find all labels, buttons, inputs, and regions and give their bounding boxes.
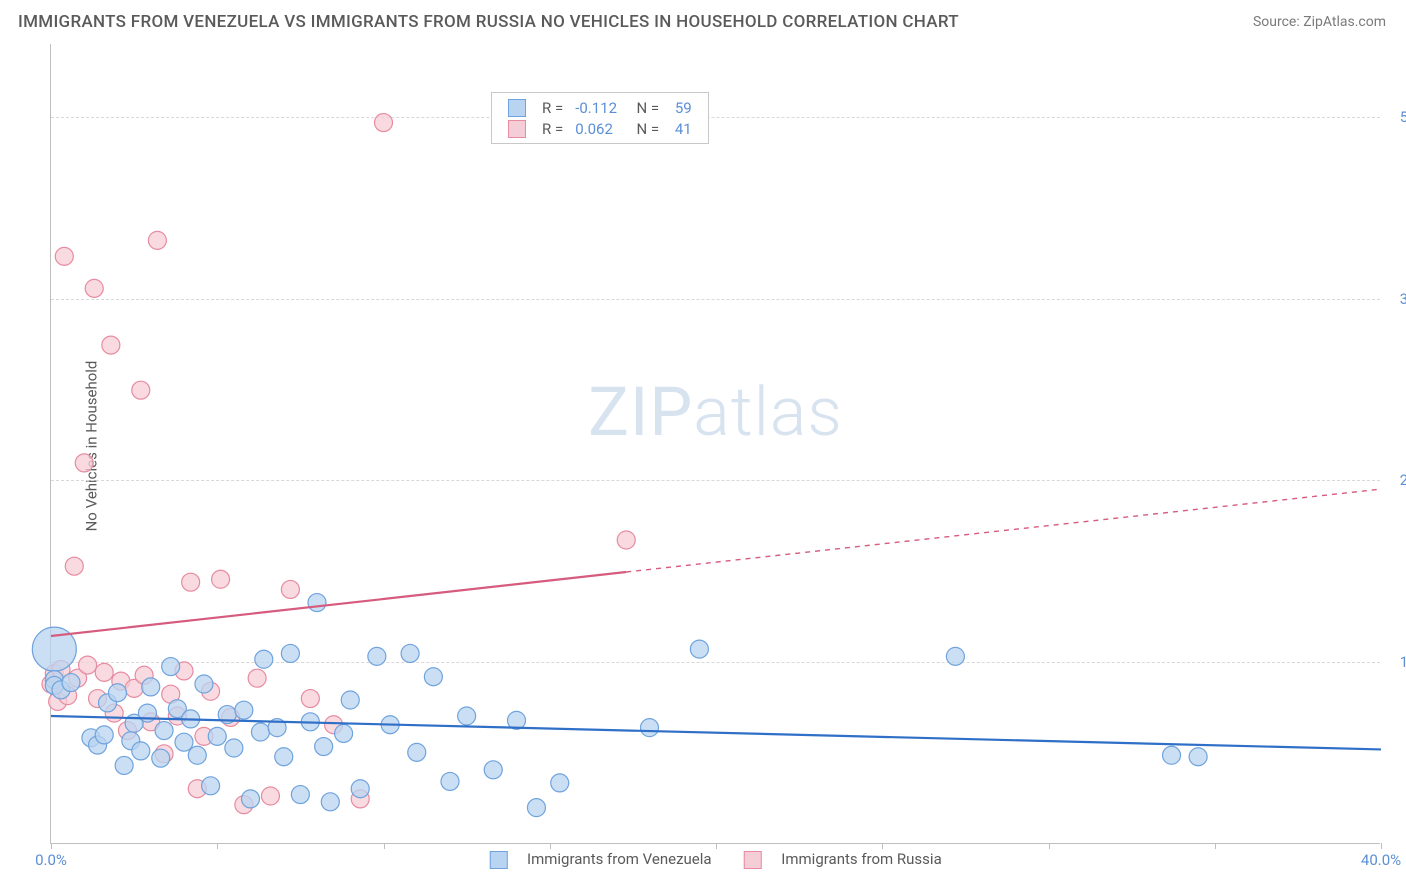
data-point — [62, 674, 80, 692]
legend-r-value: 0.062 — [569, 118, 623, 139]
data-point — [85, 279, 103, 297]
source-attribution: Source: ZipAtlas.com — [1253, 14, 1386, 30]
x-tick — [716, 843, 717, 849]
data-point — [351, 780, 369, 798]
data-point — [152, 749, 170, 767]
x-tick — [51, 843, 52, 849]
data-point — [408, 743, 426, 761]
data-point — [690, 640, 708, 658]
x-tick — [384, 843, 385, 849]
data-point — [315, 738, 333, 756]
legend-series-name: Immigrants from Russia — [781, 850, 941, 868]
legend-n-value: 59 — [665, 97, 698, 118]
x-tick — [217, 843, 218, 849]
data-point — [55, 247, 73, 265]
data-point — [248, 669, 266, 687]
data-point — [182, 573, 200, 591]
data-point — [375, 114, 393, 132]
data-point — [424, 668, 442, 686]
data-point — [175, 733, 193, 751]
data-point — [251, 723, 269, 741]
data-point — [946, 647, 964, 665]
data-point — [291, 786, 309, 804]
data-point — [202, 777, 220, 795]
trend-line-russia — [51, 572, 626, 636]
data-point — [115, 756, 133, 774]
data-point — [261, 787, 279, 805]
correlation-legend: R =-0.112 N = 59 R =0.062 N = 41 — [491, 92, 709, 144]
data-point — [155, 722, 173, 740]
data-point — [225, 739, 243, 757]
plot-svg — [51, 44, 1380, 843]
data-point — [275, 748, 293, 766]
data-point — [341, 691, 359, 709]
data-point — [321, 793, 339, 811]
x-tick-label: 40.0% — [1361, 851, 1401, 869]
data-point — [132, 381, 150, 399]
data-point — [132, 742, 150, 760]
data-point — [368, 647, 386, 665]
x-tick — [1381, 843, 1382, 849]
data-point — [142, 678, 160, 696]
x-tick — [550, 843, 551, 849]
legend-swatch — [744, 851, 762, 869]
data-point — [617, 531, 635, 549]
data-point — [208, 727, 226, 745]
data-point — [162, 658, 180, 676]
legend-swatch — [508, 99, 526, 117]
data-point — [641, 719, 659, 737]
data-point — [458, 707, 476, 725]
data-point — [255, 650, 273, 668]
data-point — [188, 746, 206, 764]
data-point — [1163, 746, 1181, 764]
data-point — [95, 726, 113, 744]
y-tick-label: 50.0% — [1388, 108, 1406, 126]
scatter-plot: ZIPatlas 12.5%25.0%37.5%50.0% 0.0%40.0% … — [50, 44, 1380, 844]
legend-r-value: -0.112 — [569, 97, 623, 118]
x-tick — [1049, 843, 1050, 849]
data-point — [75, 454, 93, 472]
data-point — [195, 675, 213, 693]
y-tick-label: 37.5% — [1388, 290, 1406, 308]
legend-swatch — [489, 851, 507, 869]
legend-swatch — [508, 120, 526, 138]
x-tick — [882, 843, 883, 849]
data-point — [308, 594, 326, 612]
x-tick — [1215, 843, 1216, 849]
data-point — [484, 761, 502, 779]
data-point — [527, 799, 545, 817]
data-point — [335, 724, 353, 742]
data-point — [441, 772, 459, 790]
data-point — [148, 231, 166, 249]
y-tick-label: 12.5% — [1388, 653, 1406, 671]
legend-series-name: Immigrants from Venezuela — [527, 850, 712, 868]
x-tick-label: 0.0% — [35, 851, 67, 869]
data-point — [65, 557, 83, 575]
data-point — [401, 644, 419, 662]
trend-line-russia-extrapolated — [626, 489, 1381, 572]
legend-r-label: R = — [536, 118, 569, 139]
data-point — [281, 580, 299, 598]
data-point — [242, 790, 260, 808]
data-point — [212, 570, 230, 588]
data-point — [301, 690, 319, 708]
chart-title: IMMIGRANTS FROM VENEZUELA VS IMMIGRANTS … — [18, 12, 959, 32]
data-point — [95, 663, 113, 681]
y-tick-label: 25.0% — [1388, 471, 1406, 489]
series-legend: Immigrants from Venezuela Immigrants fro… — [473, 850, 957, 869]
data-point — [281, 644, 299, 662]
legend-n-value: 41 — [665, 118, 698, 139]
data-point — [551, 774, 569, 792]
data-point — [102, 336, 120, 354]
data-point — [109, 684, 127, 702]
legend-n-label: N = — [623, 97, 665, 118]
legend-r-label: R = — [536, 97, 569, 118]
legend-n-label: N = — [623, 118, 665, 139]
trend-line-venezuela — [51, 716, 1381, 749]
data-point — [79, 656, 97, 674]
data-point — [1189, 748, 1207, 766]
data-point — [235, 701, 253, 719]
